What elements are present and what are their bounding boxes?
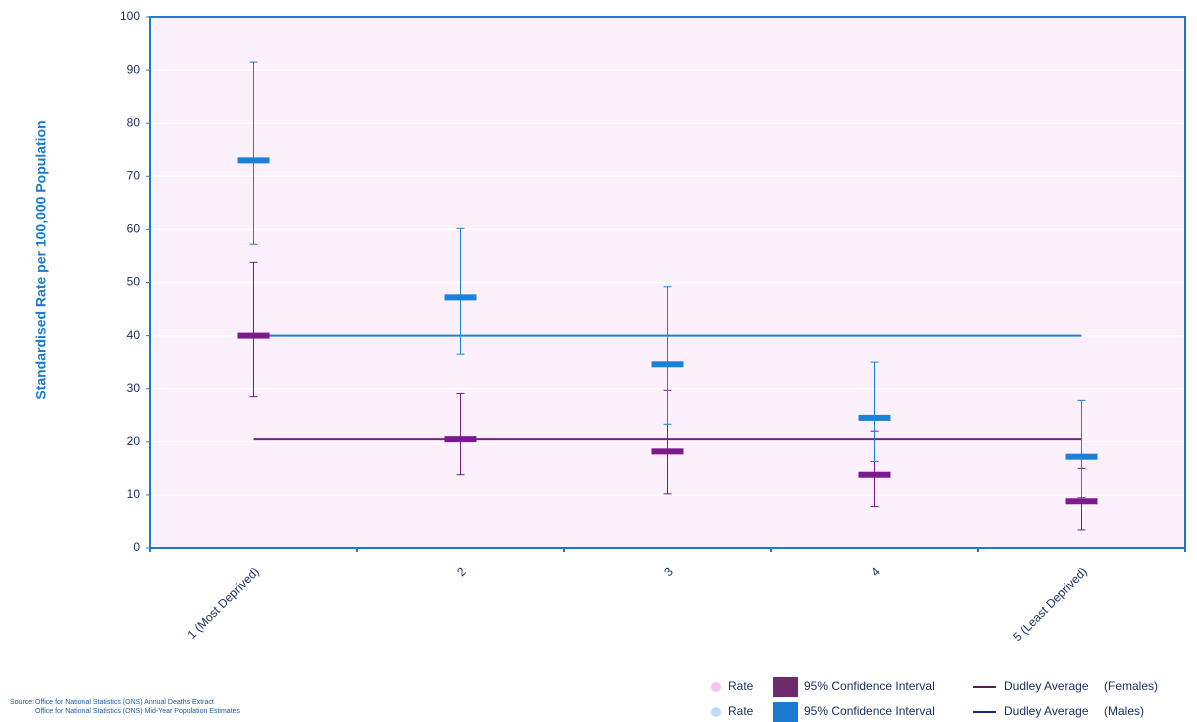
rate-marker xyxy=(444,294,477,301)
rate-marker xyxy=(237,332,270,339)
y-tick-label: 10 xyxy=(127,487,141,501)
rate-marker xyxy=(651,448,684,455)
source-line: Office for National Statistics (ONS) Mid… xyxy=(35,708,241,715)
legend-marker xyxy=(711,682,721,692)
y-tick-label: 60 xyxy=(127,222,141,236)
source-label: Source: xyxy=(10,699,34,706)
legend-label: 95% Confidence Interval xyxy=(804,679,935,693)
rate-marker xyxy=(237,157,270,164)
rate-marker xyxy=(651,361,684,368)
x-tick-label: 1 (Most Deprived) xyxy=(185,564,262,641)
source-line: Office for National Statistics (ONS) Ann… xyxy=(35,699,214,706)
y-tick-label: 50 xyxy=(127,275,141,289)
legend-swatch xyxy=(773,702,798,722)
legend-label: Rate xyxy=(728,679,754,693)
legend-label: (Females) xyxy=(1104,679,1158,693)
y-tick-label: 90 xyxy=(127,62,141,76)
y-tick-label: 30 xyxy=(127,381,141,395)
x-tick-label: 2 xyxy=(454,564,469,579)
legend-label: (Males) xyxy=(1104,704,1144,718)
legend-swatch xyxy=(773,677,798,697)
legend-label: Dudley Average xyxy=(1004,679,1089,693)
y-tick-label: 100 xyxy=(120,9,140,23)
legend-label: Dudley Average xyxy=(1004,704,1089,718)
legend-label: 95% Confidence Interval xyxy=(804,704,935,718)
y-tick-label: 20 xyxy=(127,434,141,448)
y-tick-label: 80 xyxy=(127,115,141,129)
rate-marker xyxy=(858,414,891,421)
y-tick-label: 40 xyxy=(127,328,141,342)
rate-marker xyxy=(1065,453,1098,460)
y-axis-title: Standardised Rate per 100,000 Population xyxy=(33,120,49,399)
x-tick-label: 3 xyxy=(661,564,676,579)
y-tick-label: 0 xyxy=(133,540,140,554)
plot-border xyxy=(149,16,1186,549)
rate-marker xyxy=(858,471,891,478)
rate-marker xyxy=(1065,498,1098,505)
legend-label: Rate xyxy=(728,704,754,718)
rate-marker xyxy=(444,436,477,443)
x-tick-label: 5 (Least Deprived) xyxy=(1010,564,1090,644)
x-tick-label: 4 xyxy=(868,564,883,579)
y-tick-label: 70 xyxy=(127,168,141,182)
legend-marker xyxy=(711,707,721,717)
